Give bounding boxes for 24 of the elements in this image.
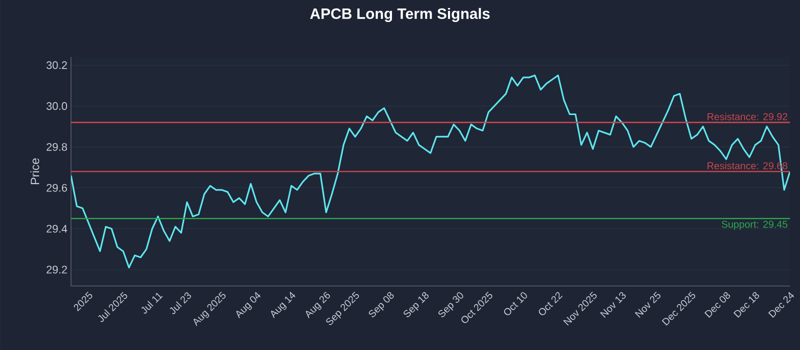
- y-tick-label: 30.2: [46, 61, 67, 70]
- x-tick-label: Nov 13: [600, 292, 626, 318]
- y-axis-title: Price: [30, 158, 40, 184]
- x-tick-label: Jul 23: [170, 292, 192, 314]
- y-tick-label: 29.8: [46, 143, 67, 151]
- x-tick-label: Oct 22: [538, 292, 563, 316]
- y-tick-label: 30.0: [46, 102, 68, 110]
- y-tick-label: 29.6: [46, 184, 67, 192]
- x-tick-label: Oct 10: [504, 292, 527, 316]
- y-tick-label: 29.4: [46, 224, 68, 233]
- y-tick-label: 29.2: [46, 266, 67, 274]
- x-tick-label: Dec 08: [704, 292, 730, 318]
- x-tick-label: Sep 08: [368, 292, 394, 318]
- x-tick-label: Sep 18: [404, 292, 429, 318]
- chart-title: APCB Long Term Signals: [310, 8, 490, 22]
- x-tick-label: Nov 25: [634, 292, 660, 318]
- x-tick-label: Dec 24: [768, 292, 794, 318]
- ref-line-label: Support: 29.45: [722, 220, 788, 230]
- x-tick-label: Aug 26: [306, 292, 330, 318]
- x-tick-label: Aug 14: [270, 292, 296, 318]
- x-tick-label: Sep 30: [438, 292, 464, 318]
- x-tick-label: Jul 11: [141, 292, 163, 314]
- ref-line-label: Resistance: 29.92: [708, 112, 788, 120]
- x-tick-label: Dec 18: [733, 292, 760, 318]
